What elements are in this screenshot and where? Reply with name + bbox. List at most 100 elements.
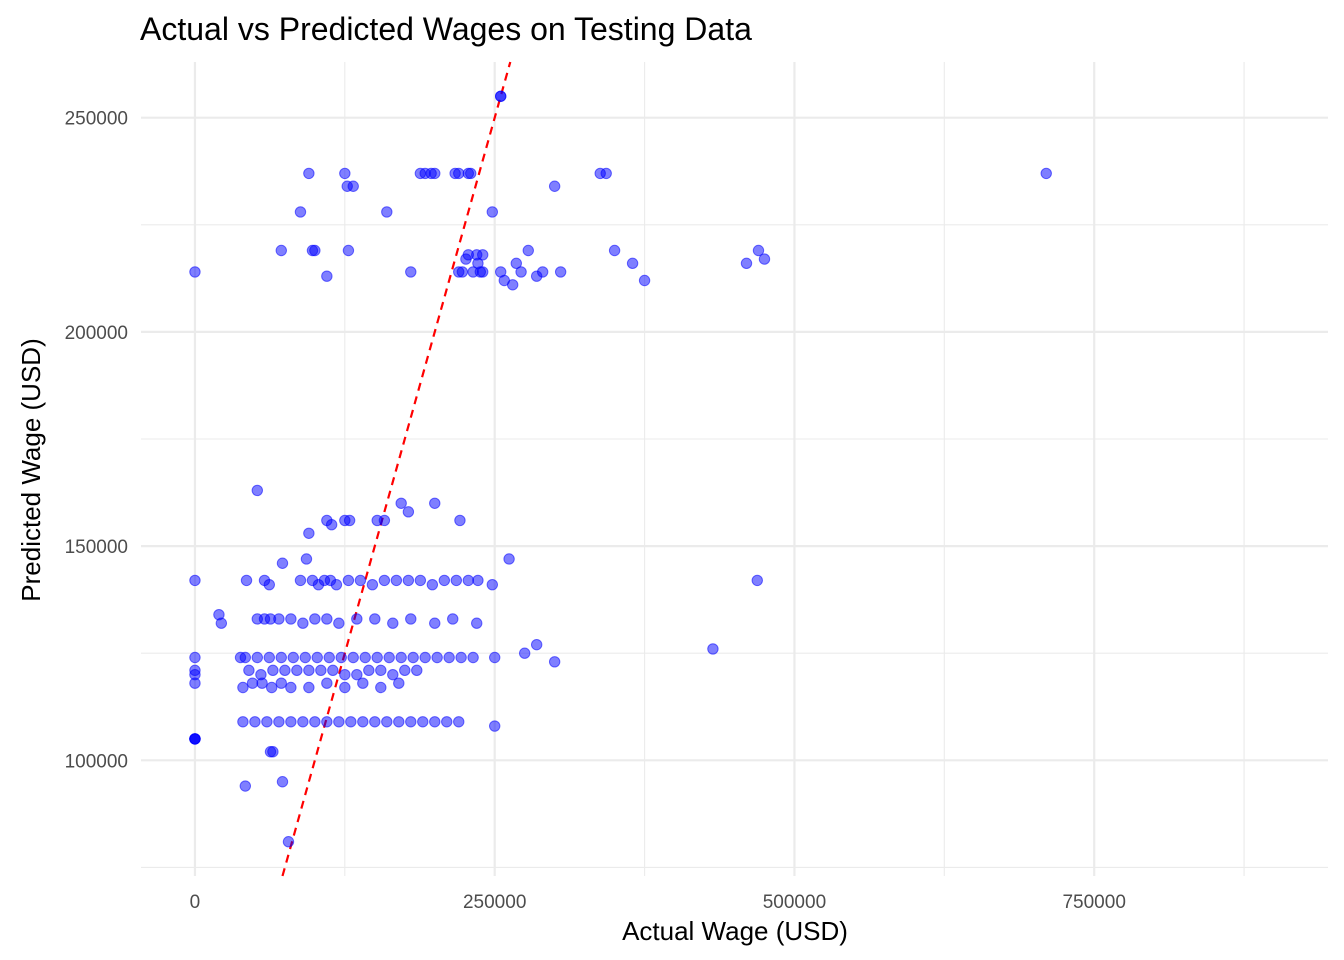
- data-point: [246, 677, 259, 689]
- data-point: [189, 574, 201, 587]
- data-point: [453, 167, 465, 180]
- data-point: [321, 270, 333, 282]
- data-point: [251, 484, 264, 497]
- data-point: [342, 574, 355, 587]
- data-point: [189, 651, 201, 664]
- data-point: [467, 651, 479, 664]
- data-point: [309, 613, 321, 625]
- y-tick-label: 200000: [65, 323, 128, 344]
- data-point: [315, 664, 327, 677]
- data-point: [405, 266, 417, 278]
- data-point: [411, 664, 423, 677]
- data-point: [369, 716, 381, 728]
- data-point: [303, 167, 315, 180]
- data-point: [387, 617, 399, 629]
- data-point: [431, 651, 443, 664]
- data-point: [294, 574, 307, 587]
- data-point: [381, 206, 393, 218]
- identity-reference-line: [281, 61, 512, 877]
- data-point: [237, 681, 249, 694]
- data-point: [189, 733, 201, 745]
- data-point: [638, 274, 651, 287]
- data-point: [303, 527, 315, 539]
- x-axis-title: Actual Wage (USD): [622, 916, 848, 946]
- data-point: [399, 664, 411, 677]
- data-point: [249, 716, 261, 728]
- data-point: [462, 574, 475, 587]
- data-point: [240, 574, 253, 587]
- data-point: [294, 206, 307, 218]
- data-point: [351, 613, 363, 625]
- data-point: [189, 677, 201, 689]
- data-point: [454, 514, 466, 527]
- data-point: [503, 553, 515, 565]
- data-point: [381, 716, 393, 728]
- data-point: [287, 651, 299, 664]
- data-point: [264, 746, 277, 758]
- data-point: [339, 668, 351, 681]
- data-point: [375, 664, 387, 677]
- data-point: [311, 651, 323, 664]
- data-point: [548, 180, 561, 192]
- data-point: [456, 266, 469, 278]
- data-point: [343, 514, 356, 527]
- x-tick-label: 0: [190, 892, 201, 913]
- data-point: [342, 244, 355, 257]
- data-point: [447, 613, 459, 625]
- data-point: [321, 716, 333, 728]
- data-point: [239, 780, 252, 792]
- x-tick-labels: 0 250000 500000 750000: [190, 892, 1126, 913]
- data-point: [536, 266, 549, 278]
- x-tick-label: 750000: [1062, 892, 1125, 913]
- data-point: [608, 244, 621, 257]
- data-point: [297, 617, 309, 629]
- x-tick-label: 500000: [763, 892, 826, 913]
- data-point: [450, 574, 463, 587]
- data-point: [357, 677, 369, 689]
- data-point: [321, 677, 333, 689]
- data-point: [273, 613, 285, 625]
- data-point: [299, 651, 311, 664]
- data-point: [359, 651, 371, 664]
- data-point: [321, 613, 333, 625]
- data-point: [751, 574, 763, 587]
- data-point: [327, 664, 339, 677]
- data-point: [354, 574, 367, 587]
- data-point: [275, 244, 287, 257]
- data-point: [323, 651, 335, 664]
- data-point: [256, 677, 268, 689]
- data-point: [243, 664, 255, 677]
- data-point: [405, 716, 417, 728]
- y-axis-title: Predicted Wage (USD): [16, 338, 46, 601]
- data-point: [276, 776, 289, 788]
- data-point: [510, 257, 522, 270]
- chart-title: Actual vs Predicted Wages on Testing Dat…: [140, 11, 752, 47]
- data-point: [626, 257, 639, 270]
- data-point: [285, 613, 297, 625]
- data-point: [515, 266, 527, 278]
- grid: [141, 62, 1328, 876]
- data-point: [453, 716, 465, 728]
- data-point: [486, 206, 499, 218]
- data-point: [263, 651, 275, 664]
- data-point: [265, 681, 278, 694]
- data-point: [554, 266, 567, 278]
- data-point: [393, 716, 405, 728]
- data-point: [395, 497, 407, 509]
- data-point: [275, 677, 287, 689]
- data-point: [333, 617, 345, 629]
- data-point: [548, 656, 561, 668]
- data-point: [285, 716, 297, 728]
- data-point: [506, 279, 519, 291]
- data-point: [758, 253, 771, 265]
- data-point: [237, 716, 249, 728]
- data-point: [357, 716, 369, 728]
- data-point: [303, 664, 315, 677]
- data-point: [239, 651, 252, 664]
- data-point: [429, 497, 441, 509]
- data-point: [366, 578, 379, 591]
- data-point: [393, 677, 405, 689]
- data-point: [395, 651, 407, 664]
- data-point: [707, 643, 719, 655]
